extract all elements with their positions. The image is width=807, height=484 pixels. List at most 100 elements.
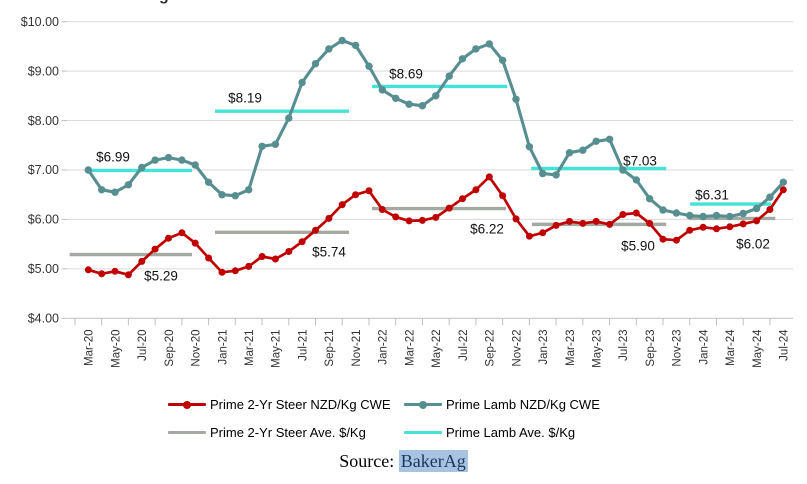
x-axis-label: Jul-24 — [779, 329, 791, 361]
lamb-data-point — [151, 156, 159, 164]
lamb-data-point — [472, 45, 480, 53]
steer-data-point — [392, 213, 400, 221]
x-axis-label: Jul-23 — [618, 330, 630, 361]
lamb-data-point — [378, 86, 386, 94]
x-axis-label: Jan-22 — [378, 330, 390, 365]
steer-data-point — [111, 267, 119, 275]
steer-data-point — [352, 191, 360, 199]
steer-data-point — [418, 216, 426, 224]
average-value-label: $5.29 — [144, 269, 178, 284]
steer-data-point — [124, 271, 132, 279]
steer-data-point — [646, 219, 654, 227]
lamb-data-point — [592, 137, 600, 145]
steer-data-point — [218, 268, 226, 276]
lamb-data-point — [298, 78, 306, 87]
steer-data-point — [659, 235, 667, 243]
steer-data-point — [472, 186, 480, 194]
lamb-data-point — [686, 211, 694, 220]
steer-data-point — [151, 245, 159, 253]
lamb-data-point — [111, 188, 119, 196]
lamb-data-point — [392, 94, 400, 103]
steer-data-point — [713, 225, 720, 233]
steer-data-point — [205, 254, 213, 262]
average-value-label: $5.90 — [621, 239, 655, 254]
lamb-data-point — [418, 102, 427, 110]
lamb-data-point — [645, 195, 654, 203]
x-axis-label: Jan-23 — [538, 330, 550, 365]
steer-data-point — [405, 217, 413, 225]
x-axis-label: Sep-21 — [324, 330, 336, 367]
steer-series-line — [86, 175, 785, 277]
lamb-data-point — [245, 186, 253, 194]
steer-data-point — [258, 253, 266, 260]
steer-data-point — [766, 206, 774, 213]
steer-data-point — [338, 201, 346, 209]
steer-data-point — [619, 211, 627, 218]
lamb-data-point — [659, 206, 667, 214]
lamb-data-point — [699, 212, 707, 221]
legend-item: Prime 2-Yr Steer Ave. $/Kg — [168, 424, 366, 441]
x-axis-label: Sep-22 — [485, 330, 497, 367]
steer-data-point — [325, 214, 333, 222]
lamb-data-point — [231, 192, 239, 200]
steer-data-point — [606, 220, 614, 228]
legend-label: Prime Lamb NZD/Kg CWE — [446, 397, 600, 412]
source-line: Source: BakerAg — [0, 450, 807, 472]
legend-line-marker-icon — [404, 400, 442, 410]
legend-line-icon — [404, 428, 442, 438]
lamb-data-point — [498, 56, 507, 64]
lamb-data-point — [84, 166, 93, 174]
x-axis-label: Jan-21 — [217, 330, 229, 365]
steer-data-point — [231, 267, 239, 275]
y-axis-label: $10.00 — [21, 15, 59, 29]
steer-data-point — [739, 220, 747, 228]
average-value-label: $6.02 — [736, 237, 770, 252]
steer-data-point — [138, 257, 146, 265]
lamb-data-point — [552, 171, 560, 179]
steer-data-point — [245, 262, 253, 270]
y-axis-label: $8.00 — [28, 114, 59, 128]
steer-data-point — [178, 229, 186, 237]
steer-data-point — [539, 229, 547, 237]
lamb-data-point — [512, 95, 520, 104]
x-axis-label: Nov-20 — [191, 330, 203, 367]
x-axis-label: Mar-21 — [244, 330, 256, 366]
lamb-data-point — [258, 142, 266, 150]
steer-data-point — [753, 217, 761, 225]
x-axis-label: May-23 — [591, 330, 603, 368]
steer-data-point — [165, 234, 172, 242]
steer-data-point — [84, 266, 92, 274]
steer-data-point — [271, 255, 279, 263]
lamb-data-point — [445, 72, 453, 80]
average-value-label: $8.19 — [228, 91, 262, 106]
lamb-data-point — [766, 193, 774, 201]
y-axis-label: $4.00 — [28, 311, 59, 325]
y-axis-label: $6.00 — [28, 213, 59, 227]
legend-item: Prime 2-Yr Steer NZD/Kg CWE — [168, 396, 391, 413]
x-axis-label: Jul-20 — [137, 330, 149, 361]
lamb-data-point — [365, 62, 373, 70]
lamb-series-line — [86, 38, 785, 219]
x-axis-label: Mar-20 — [84, 330, 96, 366]
steer-data-point — [726, 223, 734, 231]
average-value-label: $7.03 — [623, 154, 657, 169]
average-value-label: $6.99 — [96, 150, 130, 165]
x-axis-label: May-22 — [431, 330, 443, 368]
lamb-data-point — [579, 146, 587, 154]
average-value-label: $8.69 — [389, 67, 423, 82]
steer-data-point — [459, 195, 466, 203]
x-axis-label: Nov-23 — [672, 330, 684, 367]
y-axis-label: $7.00 — [28, 163, 59, 177]
legend-line-marker-icon — [168, 400, 206, 410]
x-axis-label: Sep-20 — [164, 330, 176, 367]
steer-data-point — [365, 187, 373, 195]
legend-label: Prime 2-Yr Steer Ave. $/Kg — [210, 425, 366, 440]
x-axis-label: Mar-24 — [725, 329, 737, 366]
x-axis-label: May-24 — [752, 329, 764, 368]
source-name: BakerAg — [398, 450, 468, 472]
legend-item: Prime Lamb NZD/Kg CWE — [404, 396, 600, 413]
x-axis-label: Jul-22 — [458, 330, 470, 361]
lamb-data-point — [779, 178, 787, 186]
x-axis-label: Jul-21 — [297, 330, 309, 361]
